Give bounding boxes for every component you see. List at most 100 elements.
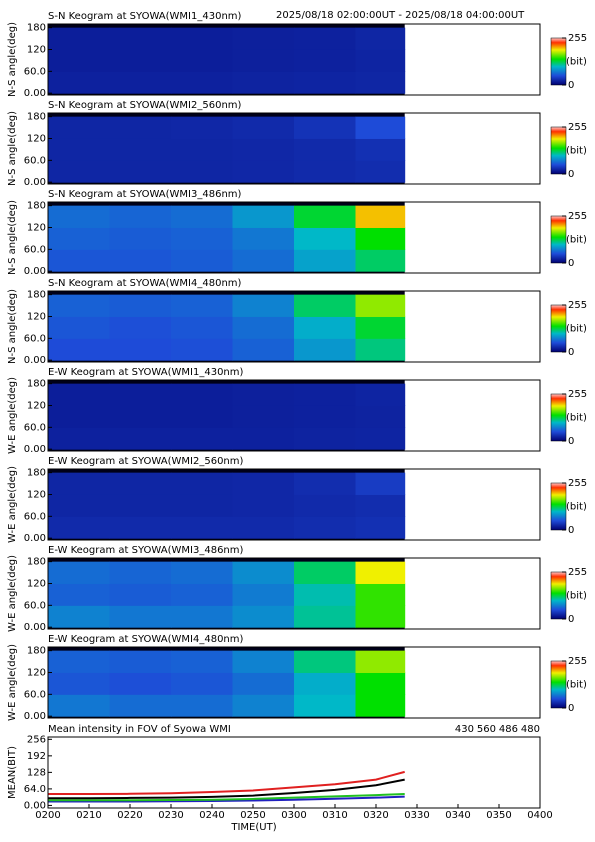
- colorbar-tick-label: 0: [568, 258, 574, 269]
- heatmap-cell: [232, 516, 295, 539]
- panel-title: E-W Keogram at SYOWA(WMI1_430nm): [48, 367, 244, 378]
- heatmap-cell: [171, 427, 233, 450]
- heatmap-cell: [355, 27, 406, 50]
- y-tick-label: 120: [27, 400, 46, 411]
- colorbar-label: (bit): [566, 413, 587, 424]
- plot-frame: [47, 736, 541, 809]
- heatmap-cell: [232, 383, 295, 406]
- heatmap-cell: [109, 427, 172, 450]
- colorbar-tick-label: 255: [568, 656, 587, 667]
- colorbar: [550, 571, 567, 620]
- heatmap-cell: [355, 405, 406, 428]
- y-tick-label: 60.0: [24, 422, 46, 433]
- heatmap-cell: [232, 316, 295, 339]
- y-axis-label: N-S angle(deg): [7, 200, 18, 275]
- heatmap-cell: [355, 205, 406, 228]
- heatmap-cell: [232, 672, 295, 695]
- heatmap-cell: [294, 338, 356, 361]
- colorbar: [550, 304, 567, 353]
- plot-frame: [47, 468, 541, 541]
- time-range: 2025/08/18 02:00:00UT - 2025/08/18 04:00…: [276, 10, 525, 21]
- heatmap-cell: [48, 583, 110, 606]
- heatmap-cell: [109, 605, 172, 628]
- heatmap-cell: [294, 516, 356, 539]
- plot-frame: [47, 290, 541, 363]
- heatmap-cell: [232, 605, 295, 628]
- colorbar-tick-label: 0: [568, 436, 574, 447]
- y-tick-label: 128: [27, 767, 46, 778]
- heatmap-cell: [355, 383, 406, 406]
- y-axis-label: MEAN(BIT): [7, 746, 18, 799]
- x-tick-label: 0210: [76, 810, 101, 821]
- heatmap-cell: [355, 49, 406, 72]
- y-axis-label: W-E angle(deg): [7, 466, 18, 543]
- heatmap-cell: [171, 650, 233, 673]
- heatmap-cell: [109, 672, 172, 695]
- panel-title: E-W Keogram at SYOWA(WMI2_560nm): [48, 456, 244, 467]
- y-tick-label: 60.0: [24, 244, 46, 255]
- heatmap-cell: [294, 405, 356, 428]
- heatmap-cell: [355, 71, 406, 94]
- y-tick-label: 60.0: [24, 155, 46, 166]
- colorbar-label: (bit): [566, 146, 587, 157]
- panel-title: E-W Keogram at SYOWA(WMI3_486nm): [48, 545, 244, 556]
- colorbar-tick-label: 255: [568, 211, 587, 222]
- heatmap-cell: [355, 650, 406, 673]
- colorbar-label: (bit): [566, 324, 587, 335]
- heatmap-cell: [294, 27, 356, 50]
- y-tick-label: 0.00: [24, 711, 46, 722]
- plot-frame: [47, 201, 541, 274]
- x-tick-label: 0400: [527, 810, 552, 821]
- y-axis-label: N-S angle(deg): [7, 111, 18, 186]
- heatmap-cell: [171, 672, 233, 695]
- heatmap-cell: [48, 116, 110, 139]
- heatmap-cell: [109, 583, 172, 606]
- heatmap-cell: [109, 316, 172, 339]
- heatmap-cell: [355, 427, 406, 450]
- colorbar-tick-label: 0: [568, 169, 574, 180]
- y-tick-label: 180: [27, 23, 46, 34]
- heatmap-cell: [232, 494, 295, 517]
- heatmap-cell: [294, 583, 356, 606]
- x-tick-label: 0340: [445, 810, 470, 821]
- heatmap-cell: [294, 694, 356, 717]
- y-tick-label: 60.0: [24, 600, 46, 611]
- y-tick-label: 180: [27, 201, 46, 212]
- heatmap-cell: [355, 227, 406, 250]
- heatmap-cell: [294, 494, 356, 517]
- heatmap-cell: [48, 205, 110, 228]
- heatmap-cell: [109, 160, 172, 183]
- heatmap-cell: [109, 49, 172, 72]
- heatmap-cell: [109, 116, 172, 139]
- heatmap-cell: [294, 294, 356, 317]
- heatmap-cell: [48, 650, 110, 673]
- colorbar-tick-label: 255: [568, 300, 587, 311]
- heatmap-cell: [171, 472, 233, 495]
- heatmap-cell: [109, 249, 172, 272]
- plot-frame: [47, 379, 541, 452]
- legend-entry: 486: [499, 724, 518, 735]
- heatmap-cell: [232, 27, 295, 50]
- colorbar-label: (bit): [566, 680, 587, 691]
- heatmap-cell: [232, 138, 295, 161]
- heatmap-cell: [48, 71, 110, 94]
- heatmap-cell: [109, 205, 172, 228]
- heatmap-cell: [294, 160, 356, 183]
- x-tick-label: 0330: [404, 810, 429, 821]
- colorbar-tick-label: 0: [568, 525, 574, 536]
- heatmap-cell: [294, 672, 356, 695]
- heatmap-cell: [109, 516, 172, 539]
- colorbar-label: (bit): [566, 591, 587, 602]
- colorbar-tick-label: 255: [568, 122, 587, 133]
- y-tick-label: 180: [27, 468, 46, 479]
- y-tick-label: 180: [27, 290, 46, 301]
- heatmap-cell: [109, 71, 172, 94]
- x-tick-label: 0320: [363, 810, 388, 821]
- colorbar-tick-label: 0: [568, 614, 574, 625]
- y-tick-label: 120: [27, 489, 46, 500]
- heatmap-cell: [48, 138, 110, 161]
- heatmap-cell: [48, 249, 110, 272]
- heatmap-cell: [232, 294, 295, 317]
- y-axis-label: N-S angle(deg): [7, 22, 18, 97]
- heatmap-cell: [294, 116, 356, 139]
